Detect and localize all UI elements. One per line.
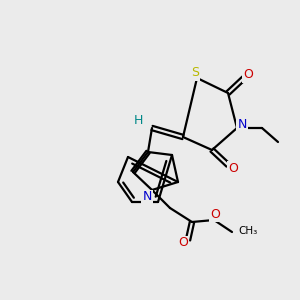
Text: O: O xyxy=(228,161,238,175)
Text: N: N xyxy=(237,118,247,131)
Text: H: H xyxy=(133,113,143,127)
Text: O: O xyxy=(178,236,188,250)
Text: CH₃: CH₃ xyxy=(238,226,257,236)
Text: S: S xyxy=(191,67,199,80)
Text: O: O xyxy=(210,208,220,220)
Text: N: N xyxy=(142,190,152,203)
Text: O: O xyxy=(243,68,253,82)
